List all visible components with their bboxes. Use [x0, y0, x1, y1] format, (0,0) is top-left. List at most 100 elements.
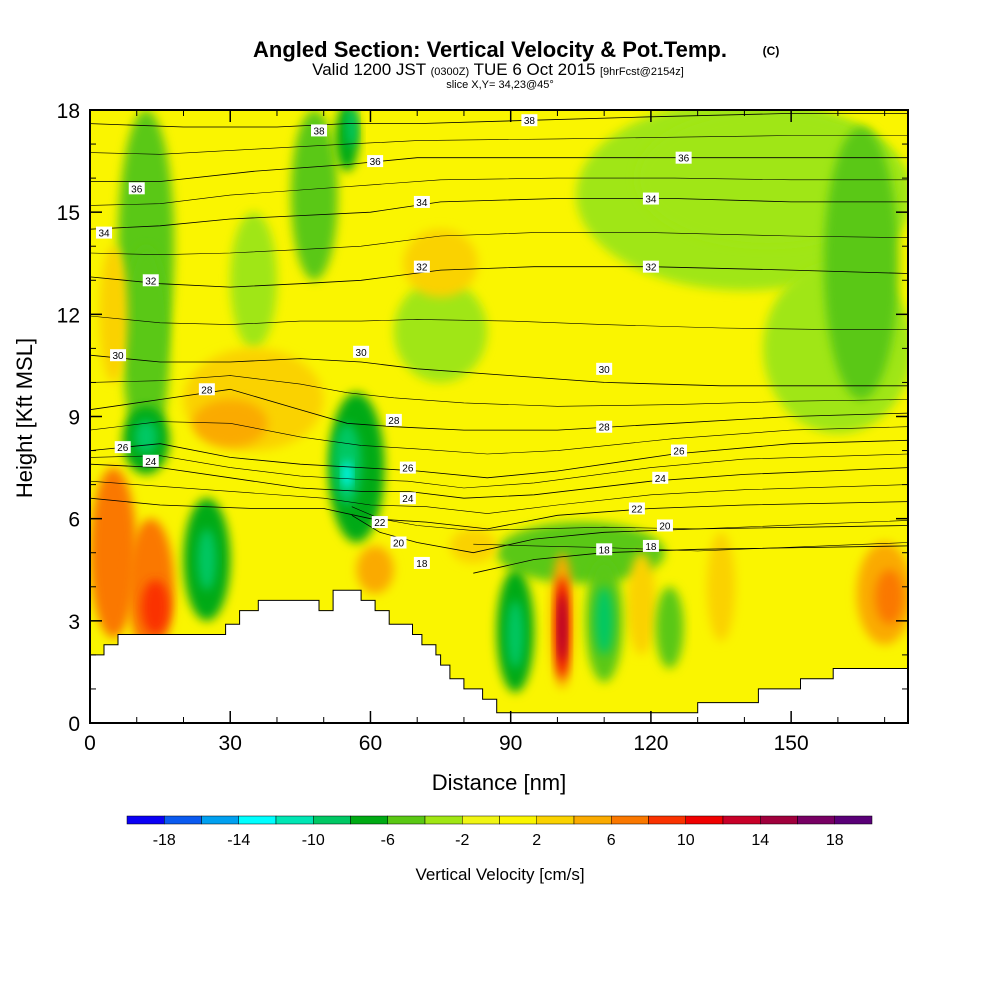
colorbar-swatch [611, 815, 649, 825]
contour-label: 36 [128, 182, 145, 195]
subtitle-forecast: [9hrFcst@2154z] [600, 66, 684, 78]
contour-label-box [413, 260, 430, 273]
contour-label-text: 28 [201, 385, 213, 396]
contour-label-text: 24 [402, 494, 414, 505]
colorbar-swatch [387, 815, 426, 825]
velocity-blob [506, 600, 524, 669]
contour-label: 34 [96, 226, 113, 240]
contour-label-box [367, 155, 384, 168]
chart-subtitle: Valid 1200 JST (0300Z) TUE 6 Oct 2015 [9… [312, 60, 684, 79]
contour-label-box [96, 226, 113, 239]
terrain [90, 589, 908, 723]
velocity-blob [403, 229, 478, 298]
colorbar-swatch [573, 815, 612, 825]
y-tick-label: 9 [68, 407, 80, 430]
contour-label: 28 [198, 383, 215, 396]
contour-label-text: 36 [131, 184, 143, 195]
y-tick-label: 15 [57, 202, 80, 225]
contour-label-box [371, 516, 388, 529]
velocity-anomalies [90, 110, 908, 693]
x-tick-label: 30 [219, 732, 242, 755]
contour-label: 32 [142, 274, 159, 287]
colorbar-swatch [313, 815, 351, 825]
contour-label-box [596, 362, 613, 375]
contour-label: 20 [390, 536, 407, 550]
velocity-blob [558, 593, 566, 662]
contour-label-text: 34 [98, 229, 110, 240]
theta-contour-22 [90, 497, 908, 530]
contour-label-text: 18 [599, 545, 611, 556]
contour-label-box [390, 536, 407, 549]
contour-label-text: 22 [631, 504, 643, 515]
contour-label-box [642, 260, 659, 273]
velocity-blob [230, 212, 277, 349]
colorbar-swatch [760, 815, 798, 825]
contour-label-box [642, 539, 659, 552]
velocity-blob [99, 246, 128, 383]
colorbar-title: Vertical Velocity [cm/s] [415, 865, 584, 884]
contour-label-text: 32 [416, 263, 428, 274]
contour-label-box [642, 192, 659, 205]
y-tick-label: 0 [68, 713, 80, 736]
x-axis-label: Distance [nm] [432, 770, 567, 795]
contour-label-text: 34 [645, 195, 657, 206]
contour-label-text: 36 [678, 154, 690, 165]
contour-label: 18 [413, 556, 430, 570]
y-tick-label: 6 [68, 509, 80, 532]
theta-contour-minor [90, 232, 908, 256]
colorbar-swatch [164, 815, 202, 825]
velocity-blob [342, 460, 352, 489]
contour-label-text: 32 [645, 263, 657, 274]
contour-label-box [142, 454, 159, 467]
colorbar-swatch [350, 815, 388, 825]
colorbar-tick-label: -14 [227, 832, 250, 849]
contour-label-box [399, 461, 416, 474]
colorbar-swatch [648, 815, 686, 825]
contour-label-text: 38 [524, 116, 536, 127]
velocity-blob [594, 586, 614, 655]
contour-label-text: 28 [599, 423, 611, 434]
contour-label-text: 28 [388, 416, 400, 427]
contour-label-box [521, 114, 538, 127]
velocity-blob [707, 532, 736, 642]
colorbar-tick-label: 14 [751, 832, 769, 849]
contour-label: 38 [311, 124, 328, 137]
theta-contour-minor [90, 135, 908, 155]
theta-contour-minor [90, 315, 908, 330]
x-axis: 0 30 60 90 120 150 [84, 110, 886, 755]
contour-label: 36 [675, 151, 692, 165]
theta-contour-minor [90, 177, 908, 206]
contour-label-box [596, 420, 613, 433]
contour-label: 26 [114, 441, 131, 454]
contour-label: 30 [110, 349, 127, 362]
subtitle-date: TUE 6 Oct 2015 [474, 60, 596, 79]
contour-label-box [142, 274, 159, 287]
velocity-blob [356, 545, 394, 594]
colorbar-swatch [275, 815, 314, 825]
theta-contour-34 [90, 198, 908, 230]
velocity-blob [655, 586, 684, 669]
contour-label-box [353, 345, 370, 358]
contour-label: 24 [399, 492, 416, 505]
y-tick-label: 3 [68, 611, 80, 634]
contour-label-box [385, 413, 402, 426]
velocity-blob [393, 280, 488, 383]
contour-label: 22 [628, 502, 645, 515]
contour-label-text: 20 [393, 539, 405, 550]
velocity-blob [290, 110, 338, 281]
x-tick-label: 150 [774, 732, 809, 755]
contour-label: 34 [413, 195, 430, 209]
colorbar-tick-label: 2 [532, 832, 541, 849]
theta-contour-26 [90, 439, 908, 479]
theta-contour-20 [351, 514, 908, 554]
contour-label-text: 26 [673, 447, 685, 458]
contour-label-box [110, 349, 127, 362]
contour-label: 28 [596, 420, 613, 434]
theta-contour-minor [90, 480, 908, 514]
contour-label: 26 [399, 461, 416, 475]
velocity-blob [496, 522, 665, 584]
theta-contour-30 [90, 354, 908, 387]
colorbar-swatch [126, 815, 165, 825]
